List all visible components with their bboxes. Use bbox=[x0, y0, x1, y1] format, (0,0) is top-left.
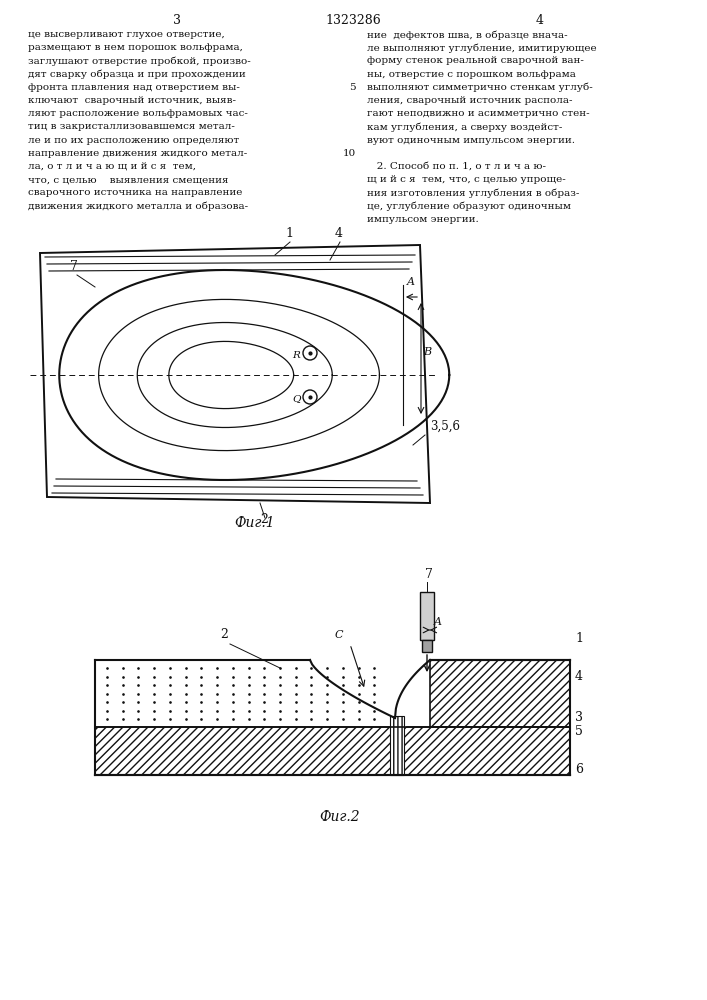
Text: направление движения жидкого метал-: направление движения жидкого метал- bbox=[28, 149, 247, 158]
Text: 3: 3 bbox=[575, 711, 583, 724]
Text: ле и по их расположению определяют: ле и по их расположению определяют bbox=[28, 136, 239, 145]
Bar bbox=[422, 640, 432, 652]
Text: ключают  сварочный источник, выяв-: ключают сварочный источник, выяв- bbox=[28, 96, 236, 105]
Text: движения жидкого металла и образова-: движения жидкого металла и образова- bbox=[28, 202, 248, 211]
Text: форму стенок реальной сварочной ван-: форму стенок реальной сварочной ван- bbox=[367, 56, 584, 65]
Text: 1: 1 bbox=[575, 632, 583, 645]
Text: 10: 10 bbox=[342, 149, 356, 158]
Text: C: C bbox=[335, 630, 344, 640]
Text: заглушают отверстие пробкой, произво-: заглушают отверстие пробкой, произво- bbox=[28, 56, 251, 66]
Text: сварочного источника на направление: сварочного источника на направление bbox=[28, 188, 243, 197]
Text: це, углубление образуют одиночным: це, углубление образуют одиночным bbox=[367, 202, 571, 211]
Text: ния изготовления углубления в образ-: ния изготовления углубления в образ- bbox=[367, 188, 579, 198]
Bar bbox=[95, 727, 570, 775]
Text: ле выполняют углубление, имитирующее: ле выполняют углубление, имитирующее bbox=[367, 43, 597, 53]
Text: выполняют симметрично стенкам углуб-: выполняют симметрично стенкам углуб- bbox=[367, 83, 592, 92]
Text: импульсом энергии.: импульсом энергии. bbox=[367, 215, 479, 224]
Text: A: A bbox=[434, 617, 442, 627]
Text: 1323286: 1323286 bbox=[325, 14, 381, 27]
Text: щ и й с я  тем, что, с целью упроще-: щ и й с я тем, что, с целью упроще- bbox=[367, 175, 566, 184]
Text: 5: 5 bbox=[575, 725, 583, 738]
Text: 3,5,6: 3,5,6 bbox=[430, 420, 460, 433]
Text: 5: 5 bbox=[349, 83, 356, 92]
Text: A: A bbox=[407, 277, 415, 287]
Text: дят сварку образца и при прохождении: дят сварку образца и при прохождении bbox=[28, 70, 246, 79]
Text: Фиг.1: Фиг.1 bbox=[235, 516, 275, 530]
Text: 6: 6 bbox=[575, 763, 583, 776]
Text: 2. Способ по п. 1, о т л и ч а ю-: 2. Способ по п. 1, о т л и ч а ю- bbox=[367, 162, 546, 171]
Text: 3: 3 bbox=[173, 14, 181, 27]
Text: кам углубления, а сверху воздейст-: кам углубления, а сверху воздейст- bbox=[367, 122, 562, 132]
Text: вуют одиночным импульсом энергии.: вуют одиночным импульсом энергии. bbox=[367, 136, 575, 145]
Text: ние  дефектов шва, в образце внача-: ние дефектов шва, в образце внача- bbox=[367, 30, 568, 39]
Text: тиц в закристаллизовавшемся метал-: тиц в закристаллизовавшемся метал- bbox=[28, 122, 235, 131]
Text: 7: 7 bbox=[70, 260, 78, 273]
Text: 4: 4 bbox=[335, 227, 343, 240]
Text: Q: Q bbox=[292, 394, 300, 403]
Bar bbox=[420, 592, 434, 640]
Text: це высверливают глухое отверстие,: це высверливают глухое отверстие, bbox=[28, 30, 225, 39]
Text: фронта плавления над отверстием вы-: фронта плавления над отверстием вы- bbox=[28, 83, 240, 92]
Text: B: B bbox=[423, 347, 431, 357]
Text: ляют расположение вольфрамовых час-: ляют расположение вольфрамовых час- bbox=[28, 109, 248, 118]
Text: 4: 4 bbox=[575, 670, 583, 683]
Text: что, с целью    выявления смещения: что, с целью выявления смещения bbox=[28, 175, 228, 184]
Text: R: R bbox=[292, 351, 300, 360]
Text: 7: 7 bbox=[425, 568, 433, 581]
Text: размещают в нем порошок вольфрама,: размещают в нем порошок вольфрама, bbox=[28, 43, 243, 52]
Text: 2: 2 bbox=[220, 628, 228, 641]
Text: Фиг.2: Фиг.2 bbox=[320, 810, 361, 824]
Text: ны, отверстие с порошком вольфрама: ны, отверстие с порошком вольфрама bbox=[367, 70, 576, 79]
Text: 2: 2 bbox=[260, 513, 268, 526]
Text: гают неподвижно и асимметрично стен-: гают неподвижно и асимметрично стен- bbox=[367, 109, 590, 118]
Text: 1: 1 bbox=[285, 227, 293, 240]
Text: 4: 4 bbox=[536, 14, 544, 27]
Bar bbox=[390, 716, 404, 775]
Text: ления, сварочный источник распола-: ления, сварочный источник распола- bbox=[367, 96, 573, 105]
Text: ла, о т л и ч а ю щ и й с я  тем,: ла, о т л и ч а ю щ и й с я тем, bbox=[28, 162, 196, 171]
Bar bbox=[430, 660, 570, 727]
